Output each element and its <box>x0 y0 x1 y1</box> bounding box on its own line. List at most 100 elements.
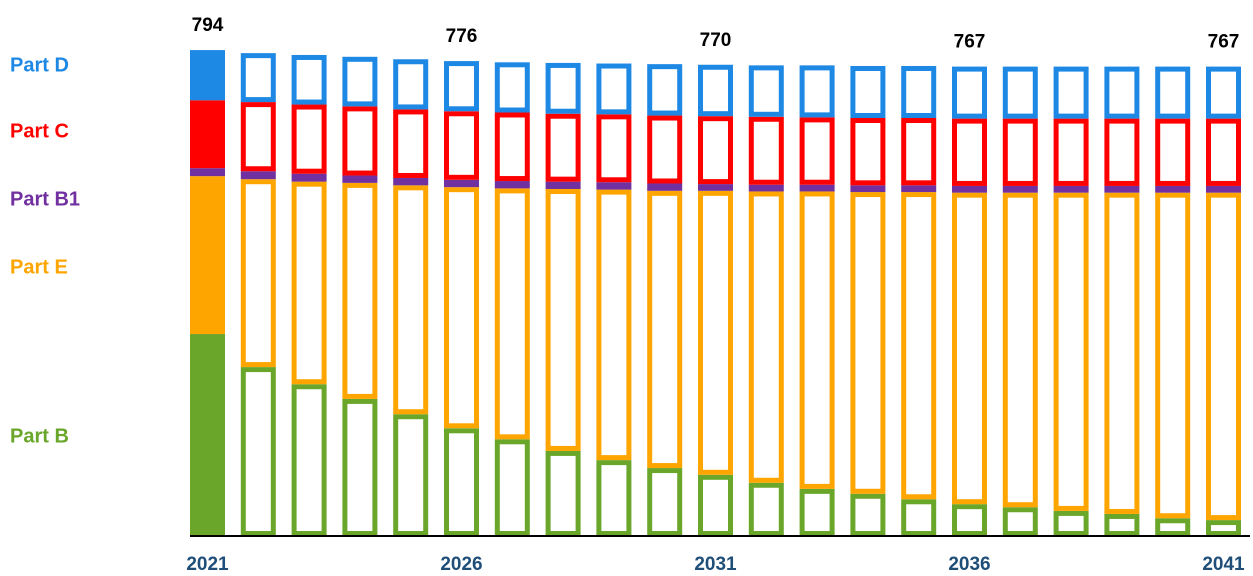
bar-segment <box>1002 185 1038 193</box>
total-label: 767 <box>954 32 986 53</box>
bar-segment <box>291 384 327 536</box>
bar-segment <box>799 65 835 118</box>
bar-segment <box>444 428 479 536</box>
bar-segment <box>647 64 683 116</box>
bar-segment <box>1206 520 1241 537</box>
bar-segment <box>1104 513 1140 537</box>
bar-segment <box>952 192 987 505</box>
bar-segment <box>1155 518 1191 537</box>
bar-segment <box>190 176 225 335</box>
bar-segment <box>748 116 784 185</box>
bar-segment <box>545 188 581 451</box>
bar-segment <box>1053 66 1089 119</box>
bar-segment <box>647 183 683 191</box>
bar-segment <box>1002 66 1038 119</box>
bar-segment <box>393 185 429 415</box>
legend-label: Part C <box>10 120 69 142</box>
bar-segment <box>799 117 835 185</box>
bar-segment <box>545 450 581 537</box>
bar-segment <box>901 499 937 536</box>
bar-segment <box>240 53 276 103</box>
bar-segment <box>291 104 327 174</box>
bar-segment <box>342 106 378 176</box>
bar-segment <box>596 114 632 183</box>
bar-segment <box>901 192 937 500</box>
x-tick-label: 2036 <box>948 554 990 575</box>
bar-segment <box>850 65 886 119</box>
bar-segment <box>393 59 429 110</box>
bar-segment <box>240 179 276 368</box>
bar-segment <box>240 102 276 172</box>
legend-label: Part E <box>10 256 68 278</box>
bar-segment <box>647 468 683 536</box>
bar-segment <box>1002 192 1038 508</box>
bar-segment <box>342 182 378 399</box>
bar-segment <box>494 439 530 536</box>
bar-segment <box>1053 118 1089 186</box>
bar-segment <box>799 191 835 489</box>
bar-segment <box>1053 510 1089 537</box>
bar-segment <box>748 65 784 117</box>
legend-label: Part B1 <box>10 188 80 210</box>
bar-segment <box>748 184 784 192</box>
bar-segment <box>342 175 378 183</box>
bar-segment <box>494 112 530 182</box>
bar-segment <box>799 488 835 537</box>
bar-segment <box>698 190 733 475</box>
bar-segment <box>291 173 327 182</box>
bar-segment <box>596 460 632 536</box>
bar-segment <box>901 118 937 186</box>
bar-segment <box>1155 118 1191 186</box>
bar-segment <box>952 66 987 119</box>
bar-segment <box>190 50 225 101</box>
bar-segment <box>850 118 886 186</box>
bar-segment <box>1002 118 1038 186</box>
bar-segment <box>1053 192 1089 511</box>
bar-segment <box>190 334 225 536</box>
bar-segment <box>952 118 987 186</box>
bar-segment <box>1104 185 1140 193</box>
bar-segment <box>444 187 479 429</box>
bar-segment <box>850 185 886 193</box>
bar-segment <box>545 62 581 114</box>
bar-segment <box>393 109 429 178</box>
bar-segment <box>850 192 886 494</box>
bar-segment <box>393 177 429 186</box>
x-tick-label: 2021 <box>186 554 229 575</box>
bar-segment <box>190 100 225 169</box>
bar-segment <box>1104 66 1140 119</box>
total-label: 776 <box>446 26 478 47</box>
bar-segment <box>240 171 276 180</box>
bar-segment <box>952 504 987 536</box>
bar-segment <box>291 181 327 385</box>
bar-segment <box>748 482 784 537</box>
bar-segment <box>698 116 733 185</box>
bar-segment <box>698 474 733 536</box>
bar-segment <box>596 189 632 461</box>
bar-segment <box>596 182 632 190</box>
bar-segment <box>240 367 276 537</box>
x-tick-label: 2026 <box>440 554 482 575</box>
bar-segment <box>647 115 683 184</box>
bar-segment <box>901 185 937 193</box>
bar-segment <box>1206 118 1241 186</box>
bar-segment <box>850 493 886 537</box>
bar-segment <box>1053 185 1089 193</box>
total-label: 770 <box>700 30 732 51</box>
x-tick-label: 2041 <box>1202 554 1245 575</box>
total-label: 794 <box>192 15 224 36</box>
bar-segment <box>494 62 530 113</box>
bar-segment <box>1002 507 1038 536</box>
bar-segment <box>342 56 378 107</box>
bar-segment <box>799 184 835 192</box>
bar-segment <box>1155 192 1191 519</box>
bar-segment <box>291 54 327 105</box>
bar-segment <box>698 64 733 117</box>
legend-label: Part D <box>10 54 69 76</box>
bar-segment <box>1104 118 1140 186</box>
bar-segment <box>1155 185 1191 193</box>
bar-segment <box>698 184 733 191</box>
bar-segment <box>494 181 530 189</box>
bar-segment <box>1104 192 1140 514</box>
